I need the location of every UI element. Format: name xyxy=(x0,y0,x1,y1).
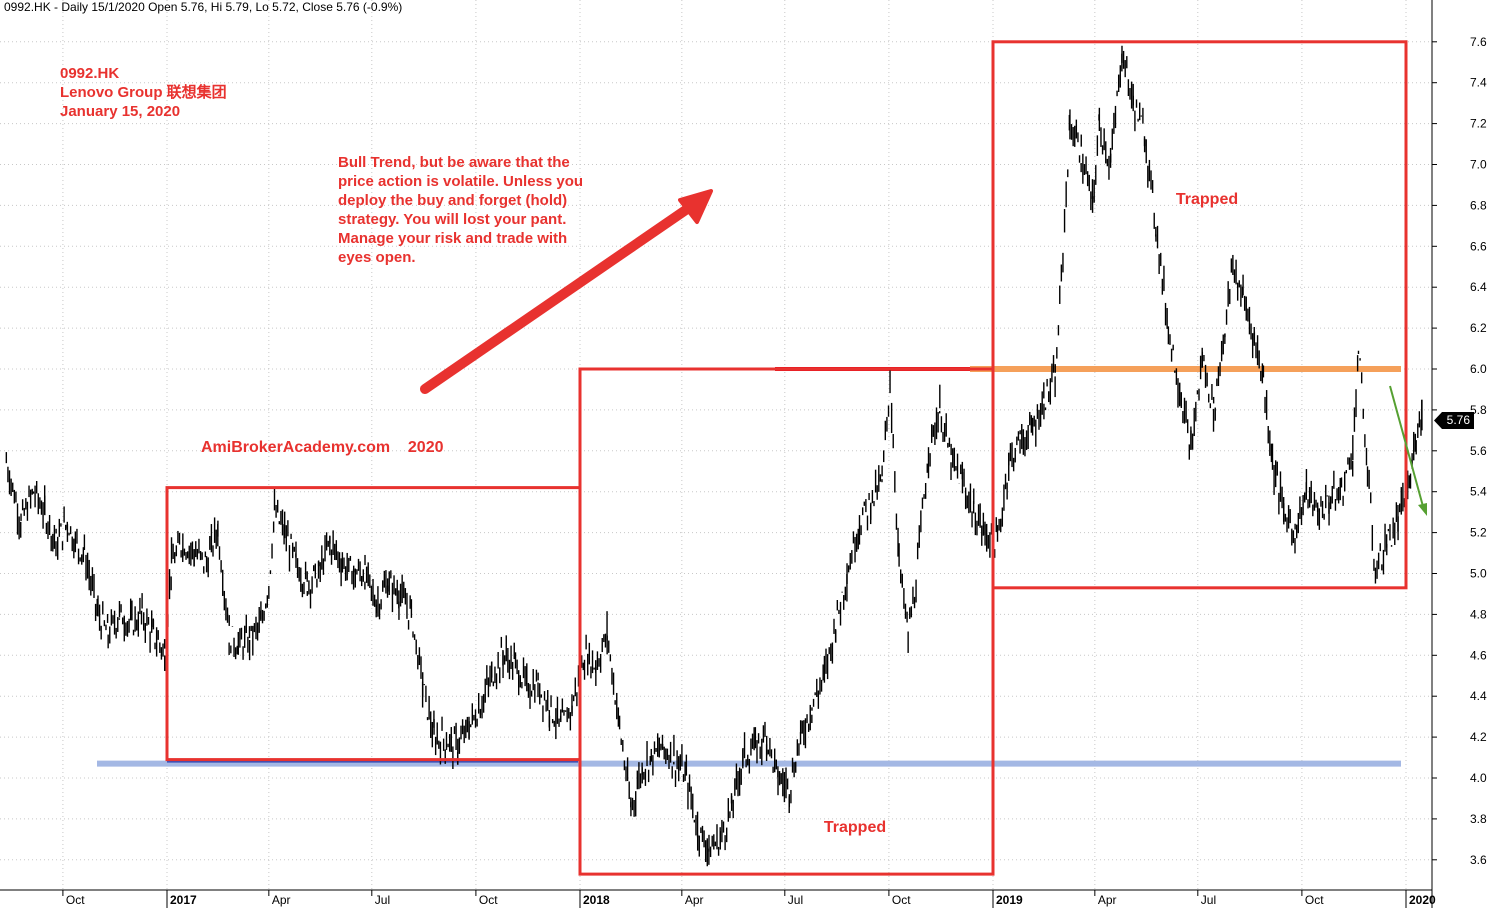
trap-box xyxy=(991,40,1408,590)
trend-note-line: eyes open. xyxy=(338,249,416,266)
trap-box xyxy=(578,367,995,876)
trend-note-line: strategy. You will lost your pant. xyxy=(338,211,567,228)
price-bars xyxy=(5,45,1423,867)
y-tick-label: 5.4 xyxy=(1470,485,1487,499)
y-tick-label: 3.8 xyxy=(1470,812,1487,826)
x-axis-labels: Oct 2017 Apr Jul Oct 2018 Apr Jul Oct 2019 Apr Jul O… xyxy=(62,890,1436,908)
y-tick-label: 5.8 xyxy=(1470,403,1487,417)
x-tick-label: 2019 xyxy=(996,893,1023,907)
x-tick-label: Oct xyxy=(66,893,85,907)
trap-boxes xyxy=(165,40,1408,876)
trend-note-line: price action is volatile. Unless you xyxy=(338,173,584,190)
y-tick-label: 4.2 xyxy=(1470,730,1487,744)
x-tick-label: Oct xyxy=(1305,893,1324,907)
trapped-label-2019: Trapped xyxy=(1176,191,1238,208)
y-tick-label: 5.0 xyxy=(1470,567,1487,581)
y-tick-label: 5.2 xyxy=(1470,526,1487,540)
x-tick-label: Apr xyxy=(1098,893,1117,907)
x-tick-label: 2018 xyxy=(583,893,610,907)
y-tick-label: 6.4 xyxy=(1470,280,1487,294)
y-tick-label: 6.6 xyxy=(1470,239,1487,253)
date-label: January 15, 2020 xyxy=(60,103,181,120)
x-tick-label: Jul xyxy=(1201,893,1216,907)
annotation-arrows xyxy=(420,189,1427,516)
y-tick-label: 4.6 xyxy=(1470,648,1487,662)
y-tick-label: 6.0 xyxy=(1470,362,1487,376)
x-tick-label: 2017 xyxy=(170,893,197,907)
y-tick-label: 7.0 xyxy=(1470,158,1487,172)
trend-arrow-head xyxy=(678,189,713,224)
down-arrow-head xyxy=(1418,503,1427,516)
y-tick-label: 6.8 xyxy=(1470,198,1487,212)
y-tick-label: 7.2 xyxy=(1470,117,1487,131)
x-tick-label: Jul xyxy=(375,893,390,907)
chart-axes xyxy=(0,0,1433,908)
last-price-tag: 5.76 xyxy=(1434,412,1474,429)
y-tick-label: 6.2 xyxy=(1470,321,1487,335)
company-label: Lenovo Group 联想集团 xyxy=(60,84,227,101)
down-arrow-shaft xyxy=(1389,385,1425,511)
x-tick-label: Jul xyxy=(788,893,803,907)
trend-note: Bull Trend, but be aware that the price … xyxy=(338,153,583,267)
y-tick-label: 7.6 xyxy=(1470,35,1487,49)
x-tick-label: Oct xyxy=(892,893,911,907)
trend-note-line: Manage your risk and trade with xyxy=(338,230,568,247)
symbol-label: 0992.HK xyxy=(60,65,120,82)
y-tick-label: 4.4 xyxy=(1470,689,1487,703)
trend-arrow-shaft xyxy=(420,200,698,394)
chart-header: 0992.HK - Daily 15/1/2020 Open 5.76, Hi … xyxy=(4,0,403,14)
y-axis-labels: 3.6 3.8 4.0 4.2 4.4 4.6 4.8 5.0 5.2 5.4 5.6 5.8 6.0 6… xyxy=(1432,35,1487,867)
x-tick-label: Apr xyxy=(685,893,704,907)
y-tick-label: 4.0 xyxy=(1470,771,1487,785)
x-tick-label: Apr xyxy=(272,893,291,907)
symbol-title-block: 0992.HK Lenovo Group 联想集团 January 15, 20… xyxy=(60,64,227,121)
x-tick-label: 2020 xyxy=(1409,893,1436,907)
y-tick-label: 7.4 xyxy=(1470,76,1487,90)
y-tick-label: 5.6 xyxy=(1470,444,1487,458)
watermark-label: AmiBrokerAcademy.com 2020 xyxy=(201,439,444,456)
y-tick-label: 3.6 xyxy=(1470,853,1487,867)
trend-note-line: Bull Trend, but be aware that the xyxy=(338,154,570,171)
trapped-label-2018: Trapped xyxy=(824,819,886,836)
y-tick-label: 4.8 xyxy=(1470,607,1487,621)
x-tick-label: Oct xyxy=(479,893,498,907)
trend-note-line: deploy the buy and forget (hold) xyxy=(338,192,568,209)
